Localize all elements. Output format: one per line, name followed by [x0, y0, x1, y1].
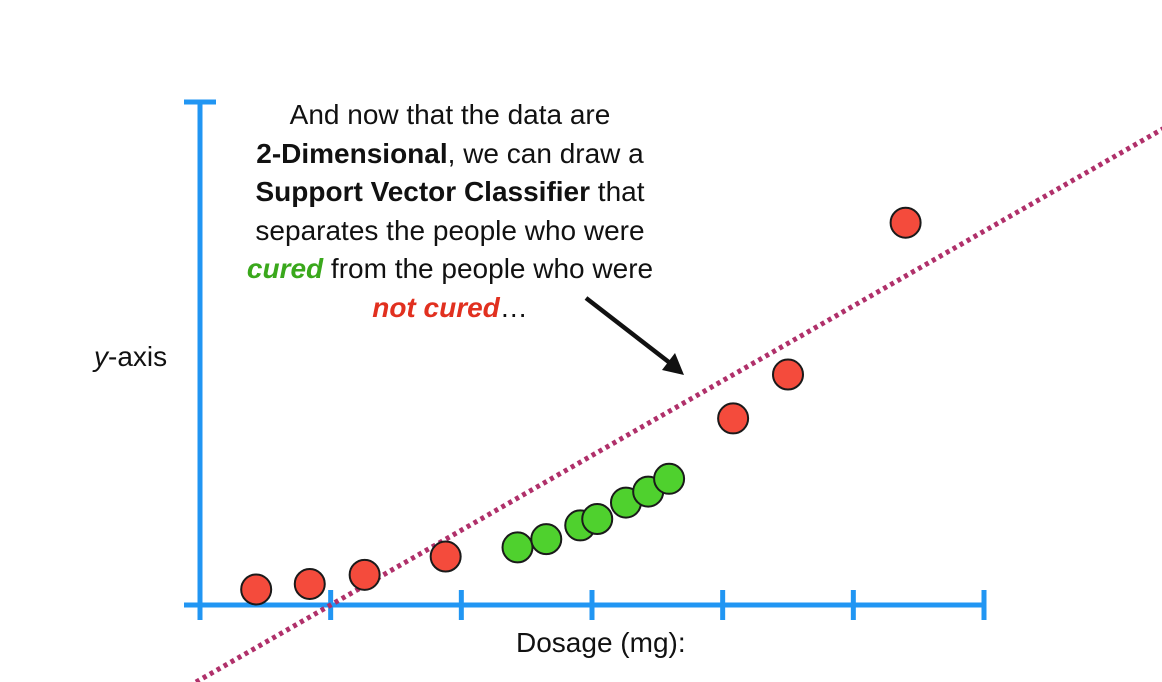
not-cured-point-2 [348, 558, 381, 591]
annotation-2d-bold: 2-Dimensional [256, 137, 448, 169]
annotation-line-5: cured from the people who were [200, 250, 700, 289]
annotation-line-4: separates the people who were [255, 214, 645, 246]
not-cured-point-3 [429, 540, 462, 573]
annotation-text: And now that the data are 2-Dimensional,… [200, 96, 700, 327]
annotation-line-2: 2-Dimensional, we can draw a [200, 135, 700, 174]
annotation-line-3: Support Vector Classifier that [200, 173, 700, 212]
annotation-line-1: And now that the data are [289, 99, 611, 130]
cured-point-1 [530, 523, 563, 556]
annotation-not-cured-word: not cured [372, 291, 500, 323]
annotation-arrow-head [662, 353, 684, 375]
y-axis-label-rest: -axis [108, 341, 168, 372]
cured-point-6 [653, 462, 686, 495]
annotation-svc-bold: Support Vector Classifier [255, 176, 591, 207]
annotation-cured-word: cured [246, 253, 324, 284]
annotation-line-3-rest: that [590, 176, 645, 207]
annotation-line-2-rest: , we can draw a [447, 137, 644, 169]
not-cured-point-5 [772, 358, 804, 391]
y-axis-var: y [94, 341, 108, 372]
not-cured-point-4 [717, 402, 750, 435]
not-cured-point-1 [293, 567, 326, 600]
annotation-arrow-shaft [584, 296, 672, 365]
annotation-line-6: not cured… [200, 289, 700, 328]
annotation-line-5-rest: from the people who were [323, 253, 654, 284]
not-cured-point-0 [240, 573, 273, 606]
y-axis-label: y-axis [94, 341, 167, 373]
annotation-line-6-rest: … [499, 291, 528, 323]
not-cured-point-6 [889, 206, 922, 239]
cured-point-0 [501, 531, 534, 564]
x-axis-label: Dosage (mg): [516, 627, 686, 658]
cured-point-3 [581, 503, 614, 536]
annotation-arrow-layer [584, 296, 684, 375]
points-layer [240, 206, 922, 606]
